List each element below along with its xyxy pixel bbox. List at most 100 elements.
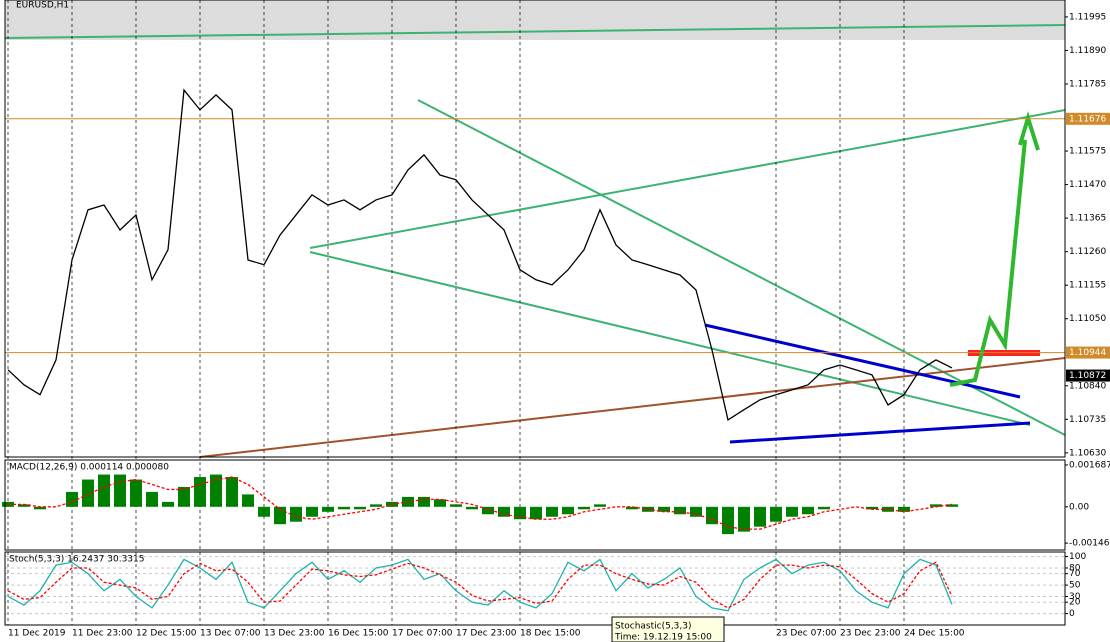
level-box <box>1066 346 1110 359</box>
y-tick-label: 1.11260 <box>1069 247 1106 257</box>
stoch-line <box>7 558 953 612</box>
x-tick-label: 11 Dec 2019 <box>8 629 66 639</box>
bar <box>546 506 558 517</box>
y-tick-label: 80 <box>1069 563 1081 573</box>
bar <box>722 506 734 535</box>
bar <box>482 506 494 515</box>
trendline <box>704 323 1021 399</box>
y-tick-label: -0.001462 <box>1069 539 1110 549</box>
x-tick-label: 11 Dec 23:00 <box>72 629 133 639</box>
arrow <box>949 139 1027 387</box>
y-tick-label: 1.11470 <box>1069 180 1106 190</box>
level-box <box>1066 112 1110 125</box>
trendline <box>309 109 1066 249</box>
zone <box>5 0 1065 40</box>
bar <box>226 477 238 507</box>
x-tick-label: 17 Dec 23:00 <box>456 629 517 639</box>
stoch-line <box>7 561 953 609</box>
y-tick-label: 0.00 <box>1069 502 1089 512</box>
trendline <box>309 251 1031 426</box>
bar <box>146 491 158 507</box>
x-tick-label: 17 Dec 07:00 <box>392 629 453 639</box>
bar <box>210 474 222 507</box>
y-tick-label: 50 <box>1069 581 1081 591</box>
bar <box>98 474 110 507</box>
x-tick-label: 13 Dec 07:00 <box>200 629 261 639</box>
y-tick-label: 1.10630 <box>1069 448 1106 458</box>
bar <box>690 506 702 517</box>
frame <box>4 551 1066 626</box>
tooltip-box <box>611 616 725 642</box>
bar <box>594 504 606 507</box>
stoch-label: Stoch(5,3,3) 16.2437 30.3315 <box>9 555 144 565</box>
bar <box>946 504 958 507</box>
y-tick-label: 70 <box>1069 569 1081 579</box>
bar <box>114 474 126 507</box>
bar <box>418 496 430 507</box>
x-tick-label: 13 Dec 23:00 <box>264 629 325 639</box>
bar <box>802 506 814 515</box>
arrow-head <box>1018 111 1040 151</box>
bar <box>82 479 94 507</box>
bar <box>274 506 286 525</box>
bar <box>194 477 206 507</box>
bar <box>242 494 254 507</box>
symbol: EURUSD,H1 <box>16 1 69 11</box>
bar <box>658 506 670 512</box>
x-tick-label: 23 Dec 07:00 <box>776 629 837 639</box>
frame <box>4 459 1066 551</box>
tooltip-title: Stochastic(5,3,3) <box>615 622 692 632</box>
bar <box>786 506 798 517</box>
y-tick-label: 1.11575 <box>1069 147 1106 157</box>
bar <box>370 504 382 507</box>
bar <box>18 504 30 507</box>
bar <box>162 501 174 507</box>
drawings <box>4 24 1066 458</box>
bar <box>898 506 910 512</box>
bar <box>706 506 718 525</box>
bar <box>498 506 510 517</box>
trendline <box>4 24 1066 39</box>
bar <box>450 504 462 507</box>
bar <box>322 506 334 512</box>
tooltip: Stochastic(5,3,3) Time: 19.12.19 15:00 <box>611 616 725 642</box>
bar <box>514 506 526 520</box>
level-box <box>1066 369 1110 382</box>
y-tick-label: 1.11365 <box>1069 214 1106 224</box>
bar <box>578 506 590 510</box>
bar <box>258 506 270 517</box>
signal-line <box>8 476 953 530</box>
bar <box>354 506 366 510</box>
x-tick-label: 24 Dec 15:00 <box>904 629 965 639</box>
y-tick-label: 1.10840 <box>1069 381 1106 391</box>
bar <box>754 506 766 527</box>
level-label: 1.11676 <box>1069 114 1106 124</box>
bar <box>770 506 782 522</box>
bar <box>530 506 542 520</box>
bar <box>866 506 878 510</box>
bar <box>34 506 46 510</box>
frames <box>4 0 1066 626</box>
tooltip-time: Time: 19.12.19 15:00 <box>614 633 712 642</box>
y-tick-label: 20 <box>1069 598 1081 608</box>
y-tick-label: 1.11155 <box>1069 281 1106 291</box>
bar <box>930 504 942 507</box>
bar <box>178 486 190 507</box>
x-tick-label: 12 Dec 15:00 <box>136 629 197 639</box>
trendline <box>417 99 1066 436</box>
frame <box>4 0 1066 458</box>
bar <box>674 506 686 515</box>
y-tick-label: 1.11995 <box>1069 12 1106 22</box>
y-tick-label: 30 <box>1069 592 1081 602</box>
y-tick-label: 100 <box>1069 552 1086 562</box>
y-tick-label: 1.11785 <box>1069 79 1106 89</box>
bar <box>562 506 574 515</box>
bar <box>130 479 142 507</box>
bar <box>66 491 78 507</box>
bar <box>306 506 318 517</box>
bar <box>818 506 830 510</box>
level-label: 1.10872 <box>1069 371 1106 381</box>
